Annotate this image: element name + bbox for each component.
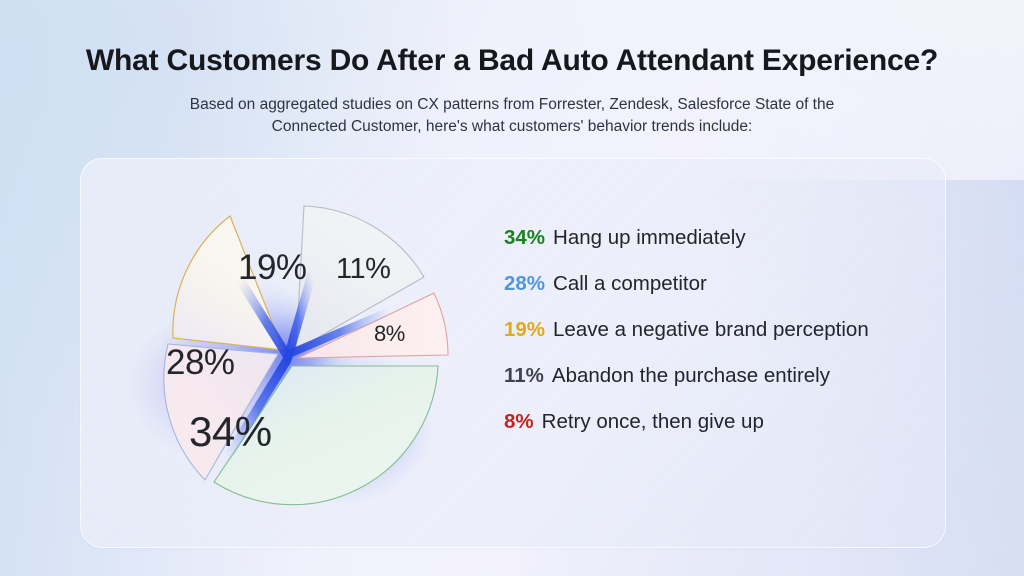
legend-label: Leave a negative brand perception	[553, 318, 869, 341]
pie-label-34: 34%	[189, 408, 272, 455]
legend-percent: 11%	[504, 364, 544, 387]
legend-label: Abandon the purchase entirely	[551, 364, 830, 387]
pie-slice-hang-up[interactable]	[213, 365, 439, 506]
pie-slice-negative-perception[interactable]	[172, 215, 284, 351]
legend-row[interactable]: 28% Call a competitor	[504, 272, 924, 296]
legend-percent: 19%	[504, 318, 546, 341]
legend-row[interactable]: 19% Leave a negative brand perception	[504, 318, 924, 342]
pie-slice-abandon-purchase[interactable]	[295, 205, 425, 351]
pie-label-8: 8%	[374, 321, 405, 346]
legend-label: Retry once, then give up	[541, 410, 764, 433]
pie-slice-call-competitor[interactable]	[163, 343, 279, 481]
page-title: What Customers Do After a Bad Auto Atten…	[85, 44, 939, 77]
pie-separator-rays	[221, 269, 410, 465]
pie-label-11: 11%	[336, 253, 391, 285]
pie-label-19: 19%	[238, 248, 307, 287]
pie-chart-svg	[127, 205, 449, 506]
legend-percent: 28%	[504, 272, 546, 295]
pie-label-28: 28%	[166, 343, 235, 382]
legend-label: Hang up immediately	[553, 226, 746, 249]
legend-percent: 34%	[504, 226, 546, 249]
pie-slice-retry-once[interactable]	[297, 292, 449, 359]
legend-percent: 8%	[504, 410, 534, 433]
legend-label: Call a competitor	[553, 272, 707, 295]
legend: 34% Hang up immediately 28% Call a competit…	[504, 226, 924, 434]
pie-chart	[100, 170, 480, 540]
legend-row[interactable]: 34% Hang up immediately	[504, 226, 924, 250]
legend-row[interactable]: 11% Abandon the purchase entirely	[504, 364, 924, 388]
legend-row[interactable]: 8% Retry once, then give up	[504, 410, 924, 434]
page-subtitle: Based on aggregated studies on CX patter…	[189, 96, 835, 136]
header: What Customers Do After a Bad Auto Atten…	[0, 0, 1024, 139]
